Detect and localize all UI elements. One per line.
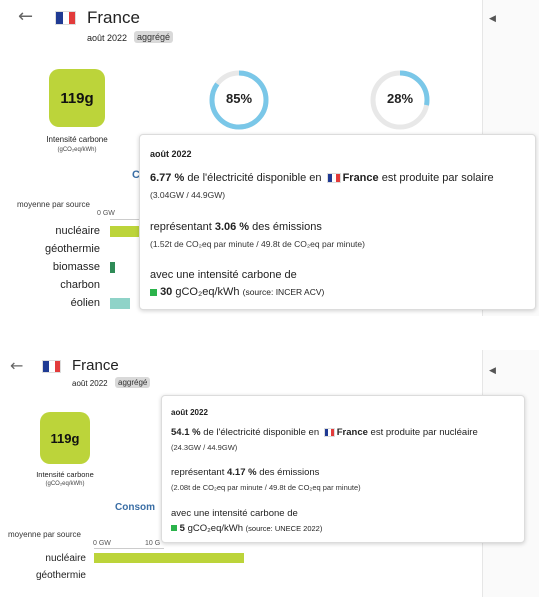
- france-flag-icon: [55, 11, 76, 25]
- tooltip-emissions-start: représentant: [171, 467, 225, 478]
- carbon-intensity-label: Intensité carbone: [46, 135, 108, 144]
- tooltip-emissions-line: représentant 4.17 % des émissions: [171, 467, 319, 478]
- source-tooltip: août 2022 54.1 % de l'électricité dispon…: [161, 395, 525, 543]
- carbon-intensity-box[interactable]: 119g: [49, 69, 105, 127]
- bar-eolien[interactable]: [110, 298, 130, 309]
- tooltip-share-text: de l'électricité disponible en: [203, 427, 320, 438]
- intensity-color-square: [171, 525, 177, 532]
- source-label-charbon: charbon: [60, 279, 100, 291]
- tooltip-intensity-source: (source: UNECE 2022): [245, 524, 323, 533]
- source-label-biomasse: biomasse: [52, 261, 100, 273]
- consumption-section-title: Consom: [115, 502, 155, 513]
- axis-tick-0: 0 GW: [97, 210, 115, 217]
- bar-biomasse[interactable]: [110, 262, 115, 273]
- tooltip-intensity-source: (source: INCER ACV): [242, 287, 325, 297]
- tooltip-share-percent: 54.1 %: [171, 427, 201, 438]
- aggregated-badge: aggrégé: [115, 377, 151, 388]
- tooltip-intensity-line: avec une intensité carbone de: [150, 269, 297, 281]
- bottom-screenshot-panel: ← France août 2022 aggrégé 119g Intensit…: [0, 350, 539, 597]
- renewable-donut[interactable]: [369, 69, 431, 131]
- tooltip-emissions-start: représentant: [150, 221, 212, 233]
- source-label-nucleaire: nucléaire: [55, 225, 100, 237]
- tooltip-intensity-value: 5: [179, 523, 185, 534]
- donut-arc: [209, 70, 269, 130]
- date-label: août 2022: [87, 33, 128, 43]
- aggregated-badge: aggrégé: [134, 31, 174, 43]
- tooltip-country: France: [342, 172, 379, 184]
- tooltip-share-source: est produite par nucléaire: [370, 427, 478, 438]
- source-label-eolien: éolien: [70, 297, 100, 309]
- tooltip-share-detail: (24.3GW / 44.9GW): [171, 443, 238, 452]
- tooltip-intensity-value-line: 30 gCO₂eq/kWh (source: INCER ACV): [150, 286, 324, 298]
- country-name: France: [87, 8, 140, 27]
- tooltip-emissions-detail: (1.52t de CO₂eq par minute / 49.8t de CO…: [150, 239, 365, 249]
- axis-tick-1: 10 G: [145, 540, 161, 547]
- arrow-left-icon[interactable]: ←: [10, 356, 24, 375]
- intensity-color-square: [150, 288, 157, 296]
- tooltip-date: août 2022: [171, 408, 208, 417]
- axis-line: [110, 219, 140, 220]
- tooltip-share-percent: 6.77 %: [150, 172, 185, 184]
- caret-left-icon[interactable]: ◀: [489, 14, 496, 24]
- consumption-section-title: C: [132, 169, 140, 181]
- date-label: août 2022: [72, 379, 108, 388]
- caret-left-icon[interactable]: ◀: [489, 366, 496, 376]
- top-screenshot-panel: ← France août 2022 aggrégé 119g Intensit…: [17, 0, 536, 316]
- france-flag-icon: [42, 360, 61, 373]
- tooltip-emissions-end: des émissions: [259, 467, 320, 478]
- tooltip-country: France: [336, 427, 368, 438]
- axis-heading: moyenne par source: [8, 530, 81, 539]
- carbon-intensity-unit: (gCO₂eq/kWh): [57, 147, 97, 153]
- carbon-intensity-label: Intensité carbone: [36, 470, 94, 479]
- carbon-intensity-unit: (gCO₂eq/kWh): [45, 481, 85, 487]
- arrow-left-icon[interactable]: ←: [18, 6, 34, 27]
- source-label-geothermie: géothermie: [44, 243, 100, 255]
- tooltip-intensity-value-line: 5 gCO₂eq/kWh (source: UNECE 2022): [171, 523, 322, 534]
- tooltip-intensity-unit: gCO₂eq/kWh: [187, 523, 244, 534]
- carbon-intensity-box[interactable]: 119g: [40, 412, 90, 464]
- axis-line: [94, 548, 164, 549]
- tooltip-emissions-percent: 3.06 %: [214, 221, 250, 233]
- france-flag-icon: [326, 173, 341, 184]
- source-label-geothermie: géothermie: [35, 570, 86, 581]
- tooltip-share-detail: (3.04GW / 44.9GW): [150, 190, 226, 200]
- country-name: France: [72, 357, 119, 374]
- source-tooltip: août 2022 6.77 % de l'électricité dispon…: [139, 134, 536, 310]
- tooltip-emissions-percent: 4.17 %: [226, 467, 257, 478]
- tooltip-emissions-line: représentant 3.06 % des émissions: [150, 221, 322, 233]
- low-carbon-donut[interactable]: [208, 69, 270, 131]
- tooltip-share-line: 6.77 % de l'électricité disponible en Fr…: [150, 172, 494, 184]
- bar-nucleaire[interactable]: [110, 226, 140, 237]
- source-label-nucleaire: nucléaire: [45, 553, 86, 564]
- bar-nucleaire[interactable]: [94, 553, 244, 563]
- tooltip-share-text: de l'électricité disponible en: [187, 172, 322, 184]
- tooltip-share-line: 54.1 % de l'électricité disponible en Fr…: [171, 427, 478, 438]
- tooltip-date: août 2022: [150, 149, 192, 159]
- tooltip-intensity-value: 30: [160, 286, 173, 298]
- donut-arc: [370, 70, 430, 130]
- tooltip-share-source: est produite par solaire: [381, 172, 494, 184]
- tooltip-emissions-detail: (2.08t de CO₂eq par minute / 49.8t de CO…: [171, 483, 361, 492]
- axis-heading: moyenne par source: [17, 200, 90, 209]
- tooltip-intensity-unit: gCO₂eq/kWh: [175, 286, 240, 298]
- france-flag-icon: [323, 427, 335, 437]
- axis-tick-0: 0 GW: [93, 540, 111, 547]
- renewable-percent: 28%: [386, 91, 414, 106]
- tooltip-intensity-line: avec une intensité carbone de: [171, 508, 298, 519]
- low-carbon-percent: 85%: [225, 91, 253, 106]
- tooltip-emissions-end: des émissions: [252, 221, 322, 233]
